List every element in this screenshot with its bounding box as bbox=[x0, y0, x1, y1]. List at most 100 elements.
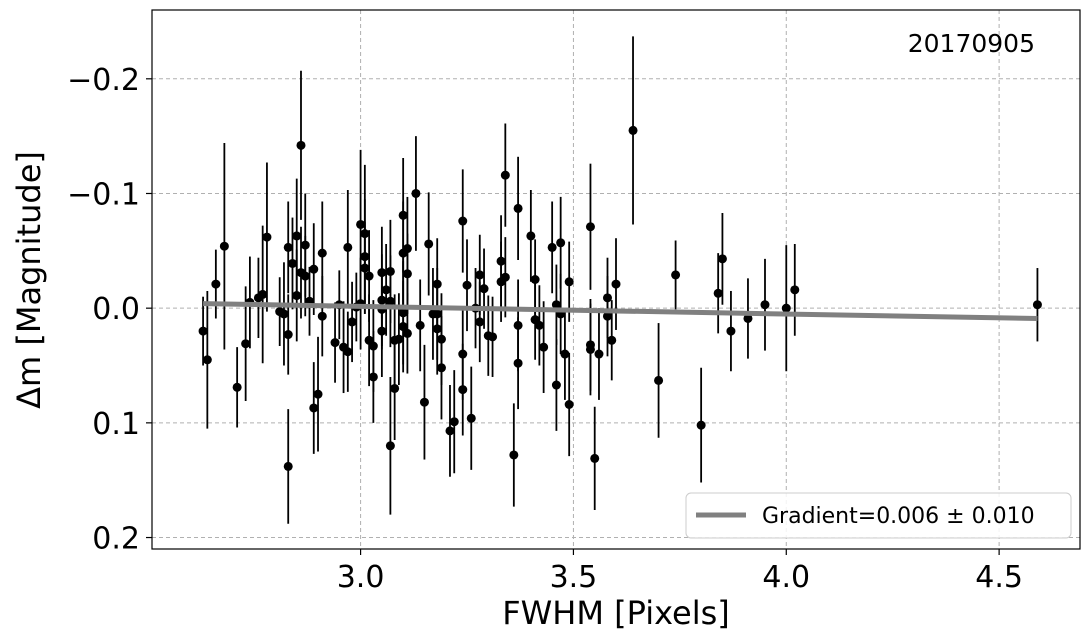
data-point bbox=[424, 192, 434, 296]
point-marker bbox=[547, 242, 557, 252]
data-point bbox=[790, 243, 800, 336]
point-marker bbox=[436, 363, 446, 373]
data-point bbox=[585, 163, 595, 290]
data-point bbox=[534, 285, 544, 366]
point-marker bbox=[398, 322, 408, 332]
point-marker bbox=[717, 254, 727, 264]
point-marker bbox=[488, 332, 498, 342]
point-marker bbox=[198, 326, 208, 336]
point-marker bbox=[411, 188, 421, 198]
point-marker bbox=[419, 397, 429, 407]
data-point bbox=[283, 409, 293, 524]
data-point bbox=[475, 281, 485, 363]
data-point bbox=[211, 249, 221, 319]
data-point bbox=[726, 290, 736, 372]
data-point bbox=[594, 308, 604, 400]
point-marker bbox=[262, 232, 272, 242]
data-point bbox=[513, 317, 523, 410]
x-tick-label: 4.0 bbox=[762, 560, 810, 595]
data-point bbox=[479, 248, 489, 329]
point-marker bbox=[368, 372, 378, 382]
data-point bbox=[317, 276, 327, 357]
point-marker bbox=[607, 335, 617, 345]
data-point bbox=[296, 70, 306, 220]
x-tick-label: 3.0 bbox=[337, 560, 385, 595]
data-point bbox=[368, 331, 378, 423]
point-marker bbox=[343, 242, 353, 252]
data-point bbox=[713, 253, 723, 334]
point-marker bbox=[415, 320, 425, 330]
data-point bbox=[415, 279, 425, 372]
point-marker bbox=[258, 289, 268, 299]
point-marker bbox=[458, 385, 468, 395]
data-point bbox=[347, 281, 357, 363]
point-marker bbox=[585, 340, 595, 350]
x-axis-ticks: 3.0 3.5 4.0 4.5 bbox=[337, 549, 1023, 595]
point-marker bbox=[445, 426, 455, 436]
x-axis-label: FWHM [Pixels] bbox=[502, 594, 730, 632]
point-marker bbox=[202, 355, 212, 365]
data-point bbox=[564, 352, 574, 457]
point-marker bbox=[539, 342, 549, 352]
point-marker bbox=[343, 347, 353, 357]
point-marker bbox=[360, 229, 370, 239]
data-point bbox=[513, 156, 523, 261]
x-tick-label: 4.5 bbox=[975, 560, 1023, 595]
point-marker bbox=[760, 300, 770, 310]
point-marker bbox=[313, 389, 323, 399]
data-point bbox=[602, 276, 612, 357]
data-point bbox=[539, 301, 549, 394]
data-point bbox=[202, 290, 212, 429]
data-point bbox=[628, 36, 638, 225]
data-point bbox=[377, 285, 387, 377]
point-marker bbox=[526, 231, 536, 241]
data-point bbox=[560, 308, 570, 400]
data-point bbox=[360, 164, 370, 303]
plot-frame bbox=[151, 9, 1081, 550]
point-marker bbox=[534, 320, 544, 330]
y-axis-label: Δm [Magnitude] bbox=[10, 151, 48, 409]
point-marker bbox=[500, 272, 510, 282]
point-marker bbox=[513, 358, 523, 368]
data-point bbox=[547, 201, 557, 294]
point-marker bbox=[394, 334, 404, 344]
data-point bbox=[607, 300, 617, 381]
point-marker bbox=[381, 285, 391, 295]
data-point bbox=[585, 298, 595, 391]
point-marker bbox=[743, 313, 753, 323]
data-point bbox=[458, 169, 468, 273]
data-point bbox=[287, 217, 297, 310]
data-point bbox=[309, 223, 319, 316]
point-marker bbox=[432, 279, 442, 289]
data-point bbox=[445, 385, 455, 477]
data-point bbox=[436, 316, 446, 420]
point-marker bbox=[377, 326, 387, 336]
y-tick-label: 0.2 bbox=[92, 522, 140, 557]
data-point bbox=[466, 366, 476, 470]
point-marker bbox=[594, 349, 604, 359]
point-marker bbox=[347, 317, 357, 327]
point-marker bbox=[279, 309, 289, 319]
point-marker bbox=[449, 417, 459, 427]
point-marker bbox=[590, 453, 600, 463]
point-marker bbox=[551, 380, 561, 390]
point-marker bbox=[292, 231, 302, 241]
date-annotation: 20170905 bbox=[908, 29, 1035, 58]
data-point bbox=[590, 406, 600, 511]
point-marker bbox=[219, 241, 229, 251]
data-point bbox=[781, 245, 791, 372]
y-tick-label: −0.2 bbox=[67, 63, 140, 98]
point-marker bbox=[232, 382, 242, 392]
point-marker bbox=[296, 140, 306, 150]
point-marker bbox=[402, 269, 412, 279]
data-point bbox=[411, 136, 421, 251]
point-marker bbox=[309, 264, 319, 274]
y-axis-ticks: −0.2 −0.1 0.0 0.1 0.2 bbox=[67, 63, 152, 557]
data-point bbox=[313, 336, 323, 452]
point-marker bbox=[585, 222, 595, 232]
point-marker bbox=[611, 279, 621, 289]
point-marker bbox=[466, 413, 476, 423]
point-marker bbox=[364, 271, 374, 281]
data-point bbox=[551, 339, 561, 431]
